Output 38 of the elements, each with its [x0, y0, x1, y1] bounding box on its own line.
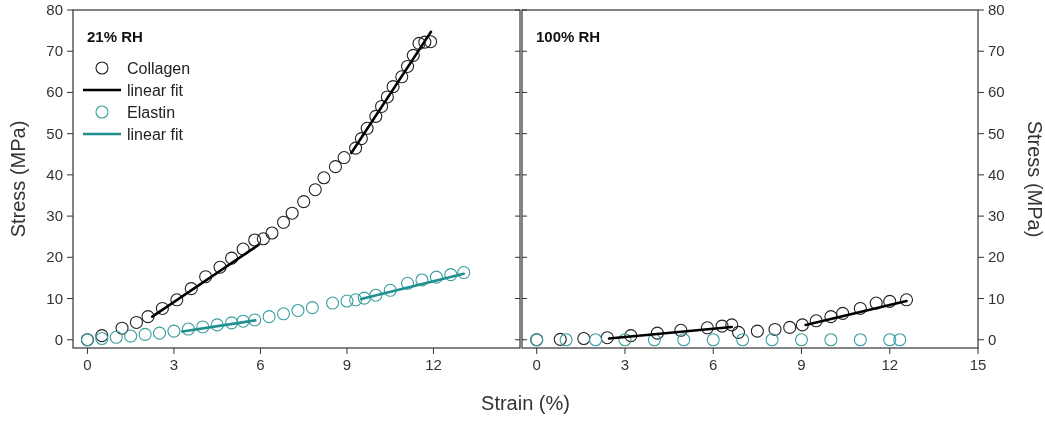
x-tick-label: 9 [797, 356, 806, 373]
x-tick-label: 12 [881, 356, 899, 373]
legend-label: Elastin [127, 104, 176, 121]
y-axis-title: Stress (MPa) [7, 120, 29, 238]
y2-tick-label: 20 [988, 248, 1005, 266]
y2-tick-label: 0 [988, 330, 997, 348]
y-tick-label: 80 [46, 1, 63, 18]
x-tick-label: 6 [709, 356, 718, 373]
y2-tick-label: 10 [988, 289, 1005, 307]
x-tick-label: 15 [969, 356, 987, 373]
x-tick-label: 6 [256, 356, 265, 373]
y2-tick-label: 70 [988, 42, 1005, 60]
y2-axis-title: Stress (MPa) [1024, 120, 1045, 238]
x-tick-label: 3 [620, 356, 630, 373]
y2-tick-label: 60 [988, 83, 1005, 101]
x-tick-label: 0 [83, 356, 92, 373]
y-tick-label: 70 [46, 42, 63, 60]
y-tick-label: 10 [46, 289, 63, 307]
y-tick-label: 20 [46, 248, 63, 266]
x-axis-title: Strain (%) [481, 392, 570, 414]
y-tick-label: 40 [46, 165, 63, 183]
y2-tick-label: 30 [988, 207, 1005, 225]
y2-tick-label: 40 [988, 165, 1005, 183]
legend-label: linear fit [127, 126, 184, 143]
x-tick-label: 3 [169, 356, 179, 373]
legend-label: Collagen [127, 60, 191, 77]
legend-label: linear fit [127, 82, 184, 99]
text: 21% RH [87, 28, 143, 45]
y-tick-label: 50 [46, 124, 63, 142]
y-tick-label: 60 [46, 83, 63, 101]
y-tick-label: 0 [54, 330, 63, 348]
x-tick-label: 12 [425, 356, 442, 373]
x-tick-label: 9 [342, 356, 352, 373]
y2-tick-label: 80 [988, 1, 1005, 18]
y2-tick-label: 50 [988, 124, 1005, 142]
text: 100% RH [536, 28, 601, 45]
x-tick-label: 0 [532, 356, 541, 373]
y-tick-label: 30 [46, 207, 63, 225]
